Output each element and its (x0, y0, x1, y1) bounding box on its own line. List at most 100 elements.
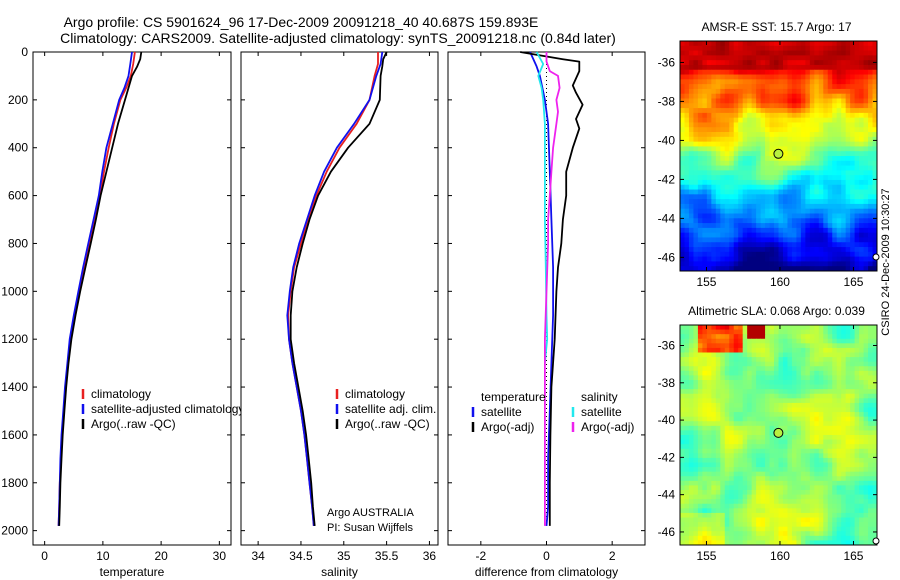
heatmap-cell (706, 132, 712, 138)
heatmap-cell (760, 64, 766, 71)
heatmap-cell (814, 512, 820, 518)
heatmap-cell (751, 98, 757, 104)
heatmap-cell (724, 343, 730, 349)
heatmap-cell (814, 141, 820, 147)
heatmap-cell (738, 165, 744, 171)
heatmap-cell (823, 407, 829, 413)
heatmap-cell (684, 402, 690, 408)
heatmap-cell (747, 343, 753, 349)
heatmap-cell (854, 189, 860, 195)
heatmap-cell (680, 108, 685, 114)
heatmap-cell (706, 425, 712, 431)
heatmap-cell (697, 93, 703, 99)
heatmap-cell (684, 430, 690, 436)
heatmap-cell (769, 334, 775, 340)
heatmap-cell (693, 508, 699, 514)
heatmap-cell (747, 462, 753, 468)
heatmap-cell (706, 462, 712, 468)
heatmap-cell (836, 213, 842, 219)
heatmap-cell (832, 357, 838, 363)
heatmap-cell (724, 430, 730, 436)
heatmap-cell (693, 430, 699, 436)
heatmap-cell (836, 490, 842, 495)
heatmap-cell (868, 393, 873, 399)
heatmap-cell (756, 503, 761, 509)
heatmap-cell (774, 98, 779, 104)
series-line-salinity-satellite (535, 51, 549, 364)
heatmap-cell (845, 146, 851, 152)
heatmap-cell (760, 132, 766, 138)
heatmap-cell (688, 247, 694, 253)
heatmap-cell (796, 462, 802, 468)
heatmap-cell (782, 425, 788, 431)
heatmap-cell (733, 490, 739, 495)
y-tick-label: 1800 (1, 476, 28, 490)
heatmap-cell (850, 448, 856, 454)
heatmap-cell (720, 237, 726, 243)
heatmap-cell (742, 69, 748, 75)
heatmap-cell (680, 261, 685, 267)
heatmap-cell (729, 227, 735, 234)
heatmap-cell (715, 467, 721, 473)
heatmap-cell (814, 160, 820, 166)
heatmap-cell (733, 380, 739, 385)
heatmap-cell (850, 476, 856, 482)
heatmap-cell (832, 261, 838, 267)
heatmap-cell (769, 55, 775, 61)
heatmap-cell (684, 232, 690, 238)
heatmap-cell (693, 357, 699, 363)
heatmap-cell (823, 508, 829, 514)
heatmap-cell (796, 232, 802, 238)
heatmap-cell (809, 256, 815, 262)
heatmap-cell (693, 141, 699, 147)
heatmap-cell (769, 338, 775, 344)
x-tick-label: 165 (843, 275, 863, 289)
heatmap-cell (814, 98, 820, 104)
heatmap-cell (715, 508, 721, 514)
heatmap-cell (680, 490, 685, 495)
heatmap-cell (720, 45, 726, 51)
heatmap-cell (836, 256, 842, 262)
heatmap-cell (688, 194, 694, 200)
heatmap-cell (809, 132, 815, 138)
heatmap-cell (850, 256, 856, 262)
heatmap-cell (742, 41, 748, 47)
heatmap-cell (868, 407, 873, 413)
heatmap-cell (787, 393, 793, 399)
heatmap-cell (720, 184, 726, 190)
heatmap-cell (680, 156, 685, 162)
heatmap-cell (814, 122, 820, 128)
heatmap-cell (872, 189, 878, 195)
heatmap-cell (854, 156, 860, 162)
heatmap-cell (688, 457, 694, 463)
heatmap-cell (809, 370, 815, 376)
heatmap-cell (760, 122, 766, 128)
heatmap-cell (868, 266, 873, 272)
heatmap-cell (805, 127, 811, 133)
heatmap-cell (706, 522, 712, 528)
heatmap-cell (711, 508, 717, 514)
heatmap-cell (836, 526, 842, 532)
heatmap-cell (697, 462, 703, 468)
heatmap-cell (751, 380, 757, 385)
heatmap-cell (684, 184, 690, 190)
heatmap-cell (850, 266, 856, 272)
heatmap-cell (733, 136, 739, 143)
heatmap-cell (823, 540, 829, 546)
heatmap-cell (818, 242, 824, 248)
heatmap-cell (832, 247, 838, 253)
heatmap-cell (702, 338, 708, 344)
heatmap-cell (715, 165, 721, 171)
heatmap-cell (791, 136, 797, 143)
heatmap-cell (724, 375, 730, 381)
heatmap-cell (688, 485, 694, 491)
heatmap-cell (706, 512, 712, 518)
y-tick-label: -42 (658, 450, 676, 464)
heatmap-cell (747, 256, 753, 262)
heatmap-cell (747, 512, 753, 518)
heatmap-cell (782, 370, 788, 376)
heatmap-cell (863, 247, 869, 253)
heatmap-cell (706, 165, 712, 171)
heatmap-cell (760, 370, 766, 376)
heatmap-cell (738, 41, 744, 47)
